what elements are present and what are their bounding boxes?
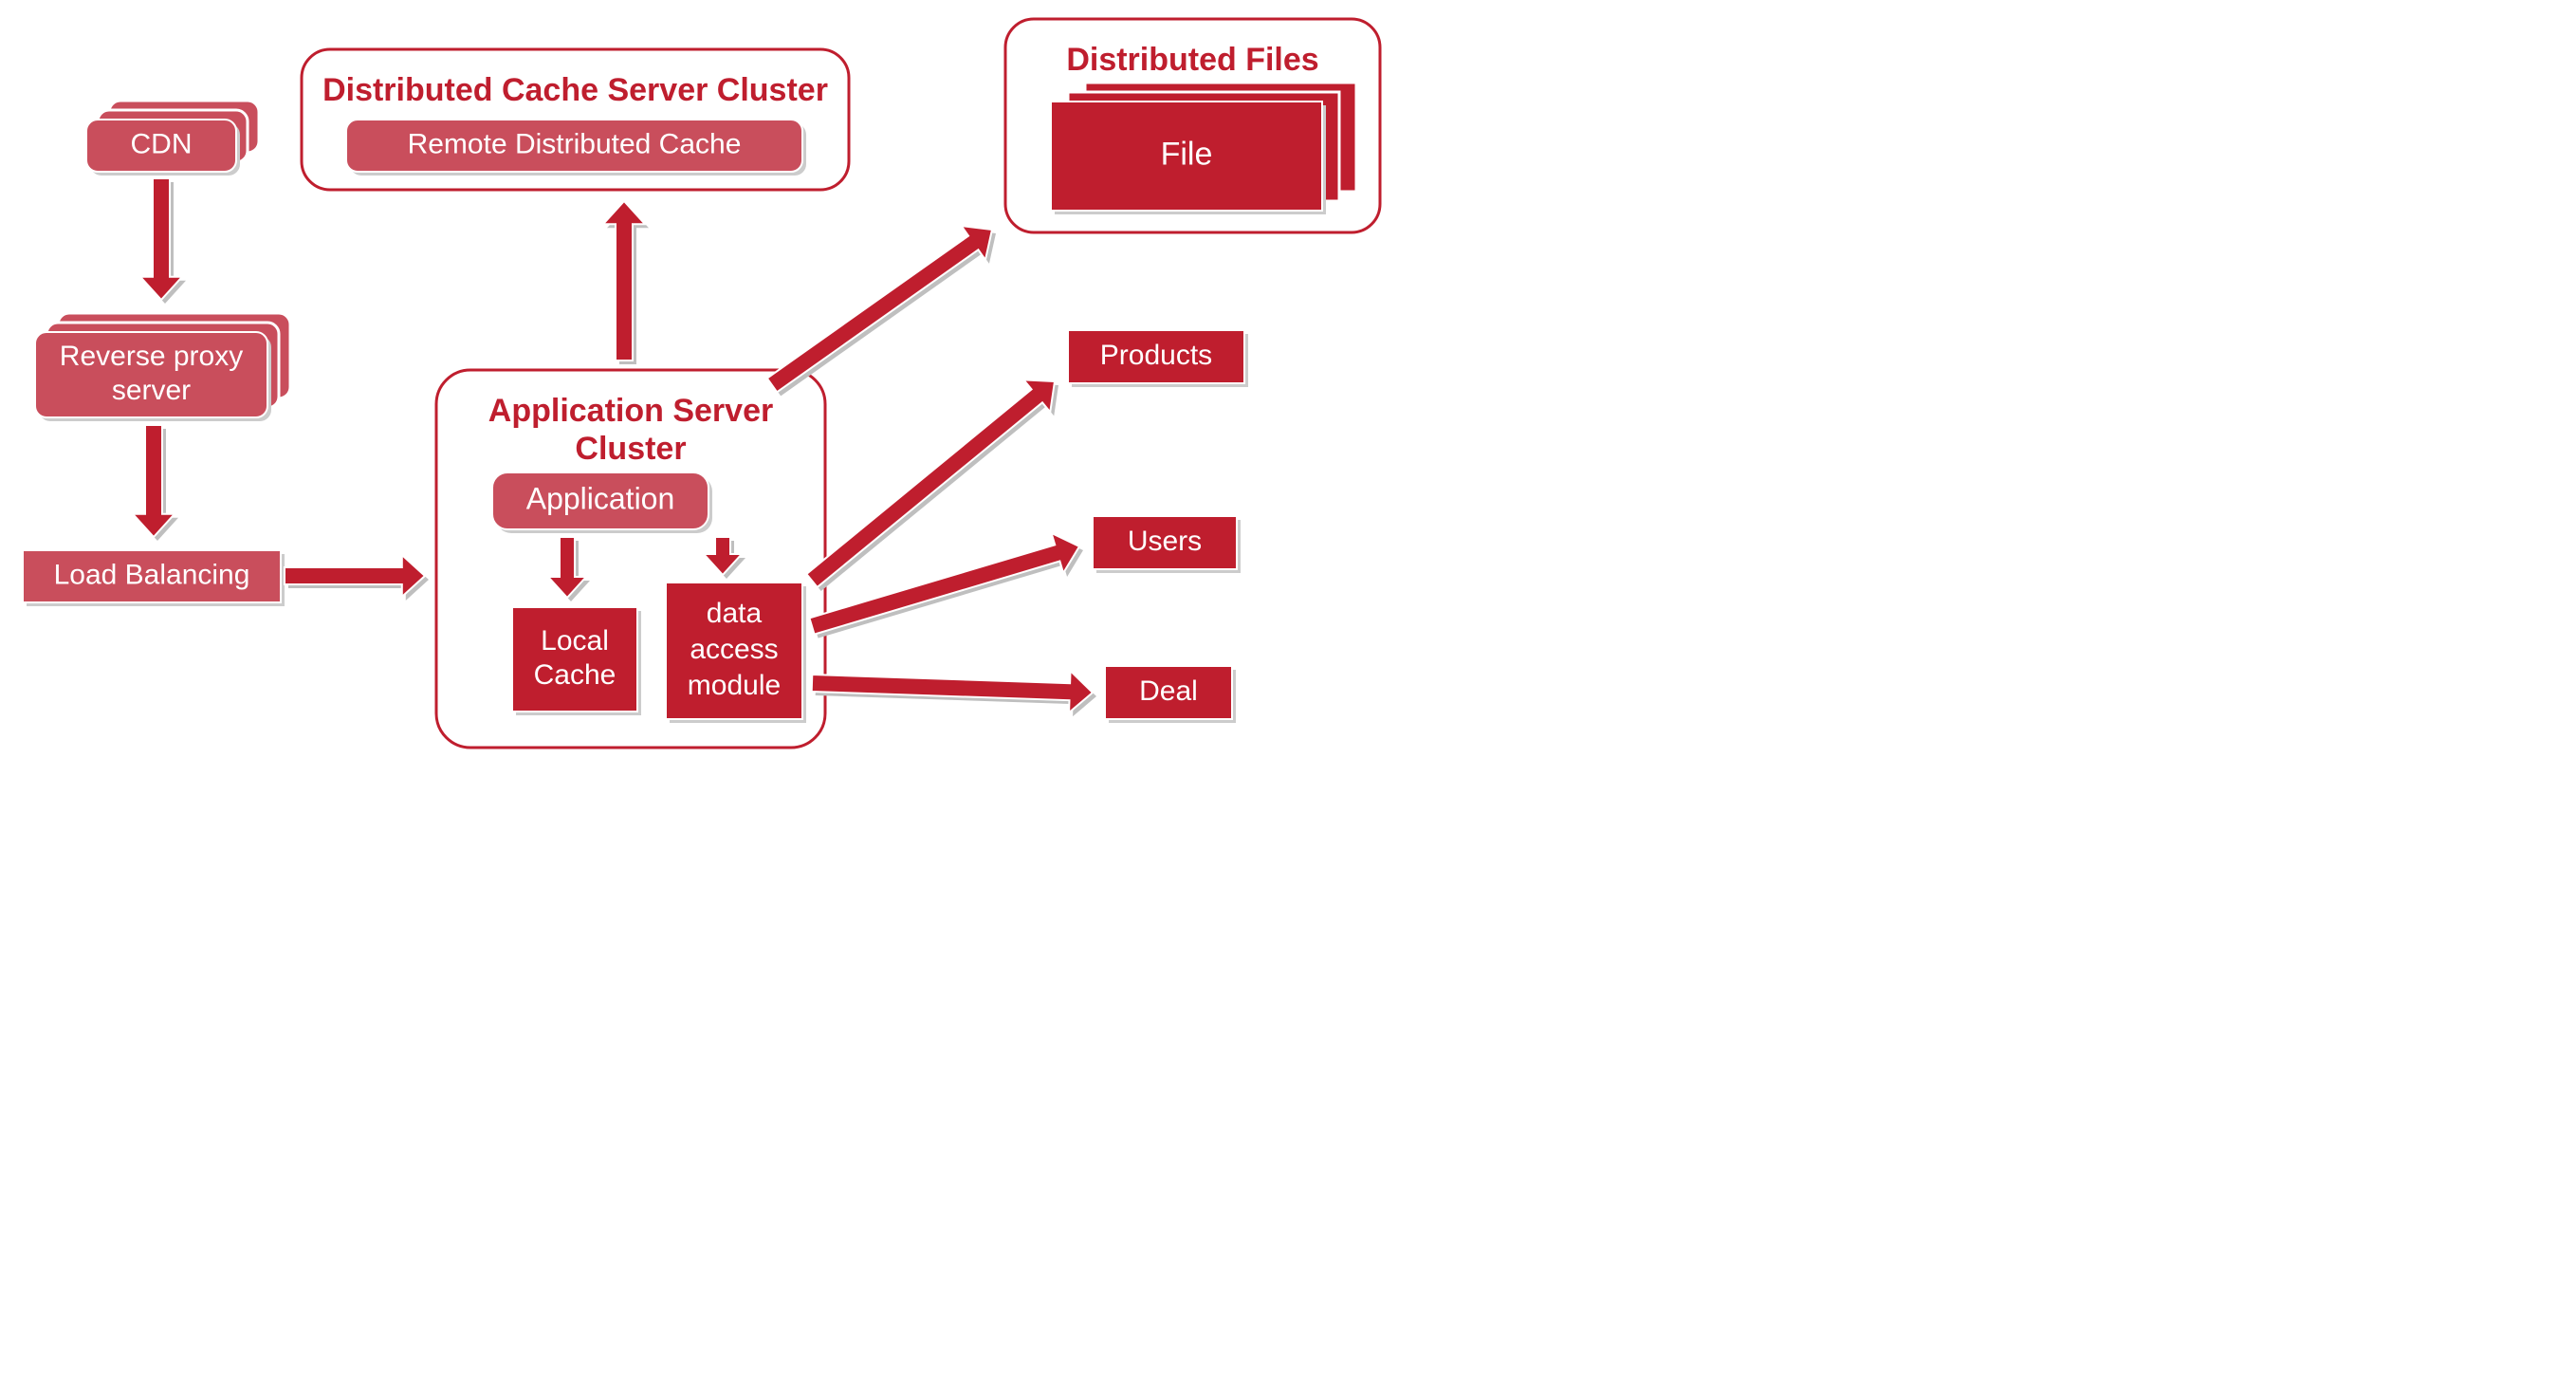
reverse_proxy-label: Reverse proxy bbox=[60, 341, 243, 372]
reverse_proxy: Reverse proxyserver bbox=[35, 313, 290, 421]
products: Products bbox=[1068, 330, 1248, 387]
cdn: CDN bbox=[86, 101, 259, 176]
deal-label: Deal bbox=[1139, 675, 1198, 707]
users: Users bbox=[1093, 516, 1241, 573]
application: Application bbox=[492, 472, 712, 533]
data_access-label: module bbox=[688, 670, 781, 701]
arrow-app_to_data bbox=[704, 537, 745, 579]
data_access-label: data bbox=[707, 598, 763, 629]
file_group-title: Distributed Files bbox=[1066, 42, 1318, 78]
deal: Deal bbox=[1105, 666, 1236, 723]
local_cache-label: Local bbox=[541, 625, 609, 657]
load_balance-label: Load Balancing bbox=[54, 559, 250, 590]
arrow-app_to_cache bbox=[603, 201, 649, 364]
products-label: Products bbox=[1100, 340, 1212, 371]
data_access: data access module bbox=[666, 583, 806, 723]
file_box-label: File bbox=[1161, 136, 1213, 172]
users-label: Users bbox=[1128, 526, 1202, 557]
local_cache-label: Cache bbox=[534, 659, 616, 691]
app_group-title: Application Server bbox=[488, 393, 773, 429]
arrow-app_to_file bbox=[767, 226, 996, 396]
remote_cache-label: Remote Distributed Cache bbox=[408, 128, 742, 159]
local_cache: LocalCache bbox=[512, 607, 641, 715]
arrow-proxy_bottom bbox=[133, 425, 178, 541]
arrow-data_to_deal bbox=[812, 671, 1096, 716]
load_balance: Load Balancing bbox=[23, 550, 285, 606]
file_box: File bbox=[1051, 83, 1356, 214]
app_group-title: Cluster bbox=[575, 431, 686, 467]
arrow-app_to_local bbox=[548, 537, 590, 601]
application-label: Application bbox=[526, 481, 675, 515]
arrow-load_to_app bbox=[285, 555, 429, 601]
data_access-label: access bbox=[690, 634, 778, 665]
reverse_proxy-label: server bbox=[112, 375, 191, 406]
cdn-label: CDN bbox=[131, 128, 193, 159]
remote_cache: Remote Distributed Cache bbox=[346, 120, 806, 176]
cache_group-title: Distributed Cache Server Cluster bbox=[322, 72, 828, 108]
arrow-cdn_bottom bbox=[140, 178, 186, 304]
